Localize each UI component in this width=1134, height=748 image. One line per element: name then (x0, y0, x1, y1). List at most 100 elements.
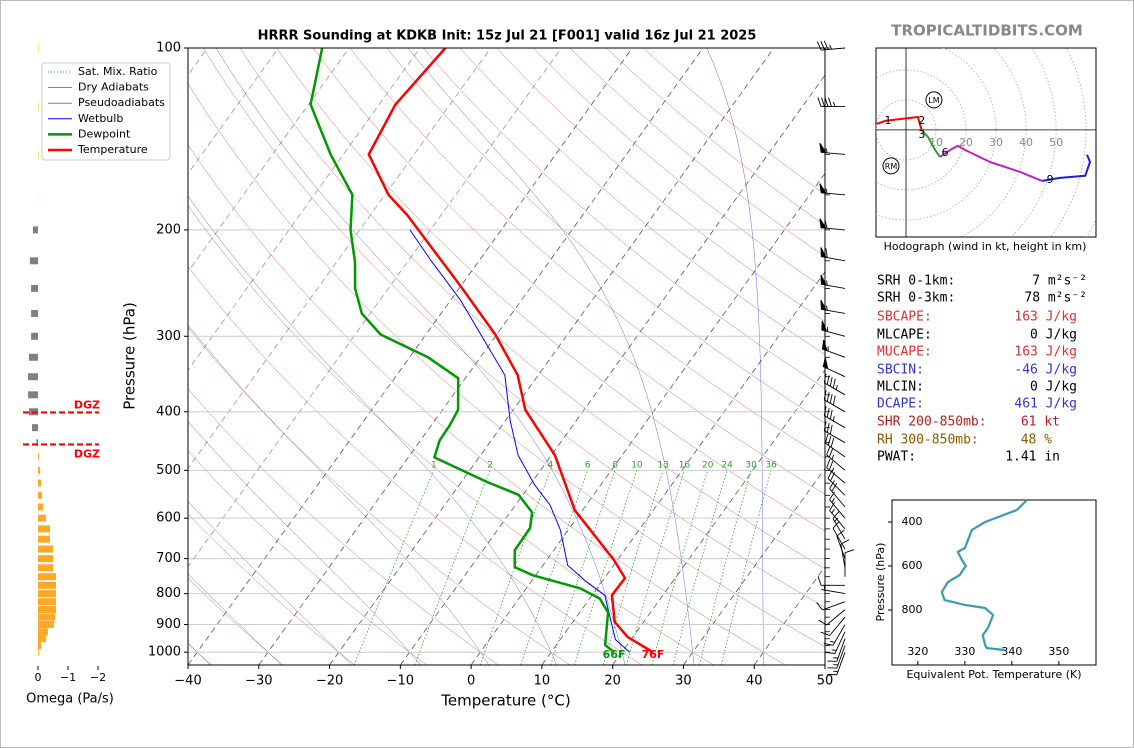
dry-adiabat (239, 48, 825, 570)
omega-tick-label: −2 (90, 671, 106, 684)
pseudoadiabat (188, 195, 558, 665)
height-label: 3 (918, 128, 925, 141)
parameter-label: DCAPE: (877, 397, 924, 412)
omega-bar (29, 353, 38, 361)
parameter-value: 461 J/kg (1014, 397, 1077, 412)
dry-adiabat (569, 48, 825, 258)
y-tick-label: 800 (156, 586, 181, 601)
y-tick-label: 200 (156, 222, 181, 237)
parameter-value: -46 J/kg (1014, 363, 1077, 378)
omega-bar (38, 525, 50, 533)
thetae-y-tick-label: 600 (902, 559, 923, 572)
wind-barb (820, 274, 846, 289)
x-tick-label: 20 (604, 674, 621, 689)
x-tick-label: 40 (746, 674, 763, 689)
omega-bar (38, 453, 39, 461)
dry-adiabat (459, 48, 825, 355)
omega-axis-label: Omega (Pa/s) (26, 692, 114, 707)
ring-label: 20 (959, 136, 973, 149)
surface-label: 76F (642, 648, 665, 661)
dry-adiabat (606, 48, 825, 226)
omega-bar (38, 466, 41, 474)
mixing-ratio-label: 36 (765, 461, 777, 471)
pseudoadiabat (706, 48, 764, 665)
wind-barb (832, 510, 846, 540)
wind-barb (819, 218, 846, 231)
mixing-ratio-line (651, 469, 709, 665)
storm-motion-marker (925, 91, 943, 109)
height-label: 2 (918, 114, 925, 127)
mixing-ratio-label: 20 (702, 461, 714, 471)
mixing-ratio-label: 13 (657, 461, 668, 471)
mixing-ratio-line (602, 469, 664, 665)
omega-bar (38, 491, 42, 499)
y-tick-label: 900 (156, 617, 181, 632)
parameter-label: SBCIN: (877, 363, 924, 378)
mixing-ratio-label: 4 (548, 461, 554, 471)
mixing-ratio-label: 8 (612, 461, 618, 471)
profile-line (409, 229, 631, 653)
omega-bar (31, 284, 38, 292)
omega-bar (38, 648, 39, 656)
wind-barb (819, 183, 846, 196)
thetae-y-tick-label: 800 (902, 603, 923, 616)
isotherm (329, 48, 775, 665)
dry-adiabat (188, 326, 571, 665)
y-tick-label: 1000 (148, 645, 181, 660)
omega-bar (31, 332, 38, 340)
profile-line (367, 48, 654, 654)
dry-adiabat (276, 48, 825, 532)
omega-bar (36, 439, 38, 447)
mixing-ratio-line (672, 469, 728, 665)
isotherm (258, 48, 704, 665)
omega-bar (38, 621, 54, 629)
wind-barb (820, 247, 846, 262)
pseudoadiabat (188, 501, 352, 665)
parameter-label: SRH 0-1km: (877, 274, 955, 289)
omega-bar (38, 598, 56, 606)
x-tick-label: 30 (675, 674, 692, 689)
isotherm (188, 48, 492, 470)
x-tick-label: −10 (387, 674, 414, 689)
omega-bar (38, 564, 53, 572)
omega-bar (38, 642, 41, 650)
dry-adiabat (533, 48, 825, 290)
storm-motion-marker (882, 157, 900, 175)
dry-adiabat (188, 144, 786, 665)
dry-adiabat (188, 450, 427, 665)
dry-adiabat (188, 205, 714, 665)
wind-barb (823, 390, 846, 413)
profile-line (309, 48, 615, 654)
mixing-ratio-line (550, 469, 616, 665)
parameter-value: 163 J/kg (1014, 310, 1077, 325)
thetae-frame (891, 499, 1097, 666)
storm-motion-label: LM (928, 96, 939, 105)
ring-label: 50 (1049, 136, 1063, 149)
wind-barb (823, 373, 846, 396)
mixing-ratio-line (574, 469, 638, 665)
mixing-ratio-line (479, 469, 551, 665)
y-tick-label: 700 (156, 551, 181, 566)
isotherm (188, 48, 279, 175)
isotherm (188, 48, 562, 568)
thetae-y-tick-label: 400 (902, 515, 923, 528)
thetae-x-tick-label: 320 (907, 645, 928, 658)
pseudoadiabat (188, 573, 282, 665)
legend-box (41, 62, 171, 161)
mixing-ratio-line (520, 469, 589, 665)
watermark: TROPICALTIDBITS.COM (891, 22, 1083, 40)
omega-bar (38, 635, 47, 643)
pseudoadiabat (188, 324, 489, 665)
y-tick-label: 100 (156, 41, 181, 56)
dry-adiabat (188, 83, 825, 648)
mixing-ratio-label: 1 (431, 461, 437, 471)
isotherm (188, 48, 350, 273)
x-tick-label: −40 (174, 674, 201, 689)
mixing-ratio-label: 2 (487, 461, 493, 471)
hodograph-line (876, 116, 923, 132)
parameter-label: SHR 200-850mb: (877, 415, 987, 430)
wind-barb (818, 609, 846, 626)
dry-adiabat (423, 48, 825, 389)
x-tick-label: −30 (245, 674, 272, 689)
omega-bar (38, 503, 44, 511)
